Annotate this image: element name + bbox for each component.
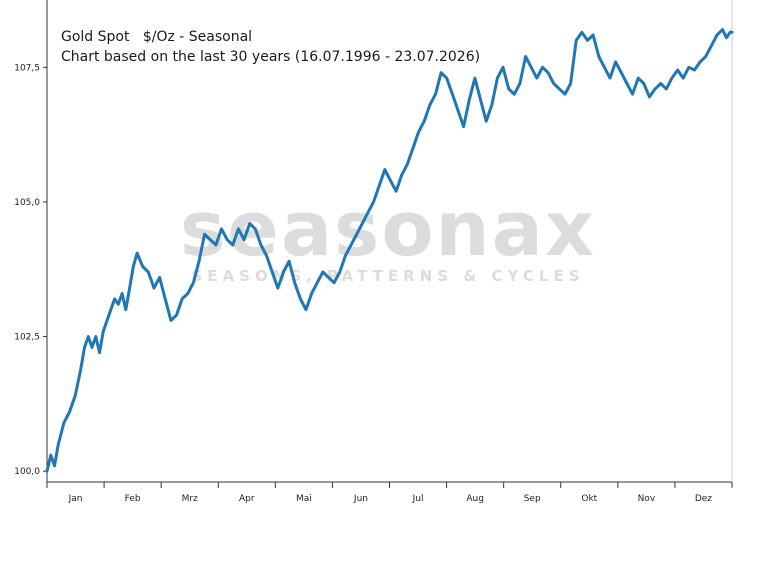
y-tick-label: 107,5 — [14, 63, 40, 73]
x-tick-label-okt: Okt — [581, 494, 597, 504]
x-tick-label-nov: Nov — [638, 494, 656, 504]
x-tick-label-feb: Feb — [125, 494, 141, 504]
y-tick-label: 105,0 — [14, 198, 40, 208]
x-tick-label-jan: Jan — [68, 494, 83, 504]
x-axis-ticks: Jan Feb Mrz Apr Mai Jun Jul Aug Sep Okt Nov Dez — [46, 482, 733, 504]
x-tick-label-jul: Jul — [412, 494, 424, 504]
x-tick-label-dez: Dez — [695, 494, 712, 504]
series-layer — [45, 28, 734, 473]
chart-subtitle: Chart based on the last 30 years (16.07.… — [61, 49, 480, 65]
x-tick-label-mrz: Mrz — [182, 494, 198, 504]
seasonal-series-line — [45, 28, 734, 473]
chart-title: Gold Spot $/Oz - Seasonal — [61, 29, 252, 45]
x-tick-label-sep: Sep — [524, 494, 541, 504]
x-tick-label-mai: Mai — [296, 494, 312, 504]
x-tick-label-jun: Jun — [353, 494, 368, 504]
x-tick-label-aug: Aug — [466, 494, 484, 504]
watermark-brand: seasonax — [180, 184, 596, 273]
y-tick-label: 102,5 — [14, 333, 40, 343]
y-tick-label: 100,0 — [14, 467, 40, 477]
y-axis-ticks: 100,0 102,5 105,0 107,5 — [14, 63, 47, 477]
watermark-tagline: SEASONS, PATTERNS & CYCLES — [192, 267, 585, 285]
x-tick-label-apr: Apr — [239, 494, 255, 504]
